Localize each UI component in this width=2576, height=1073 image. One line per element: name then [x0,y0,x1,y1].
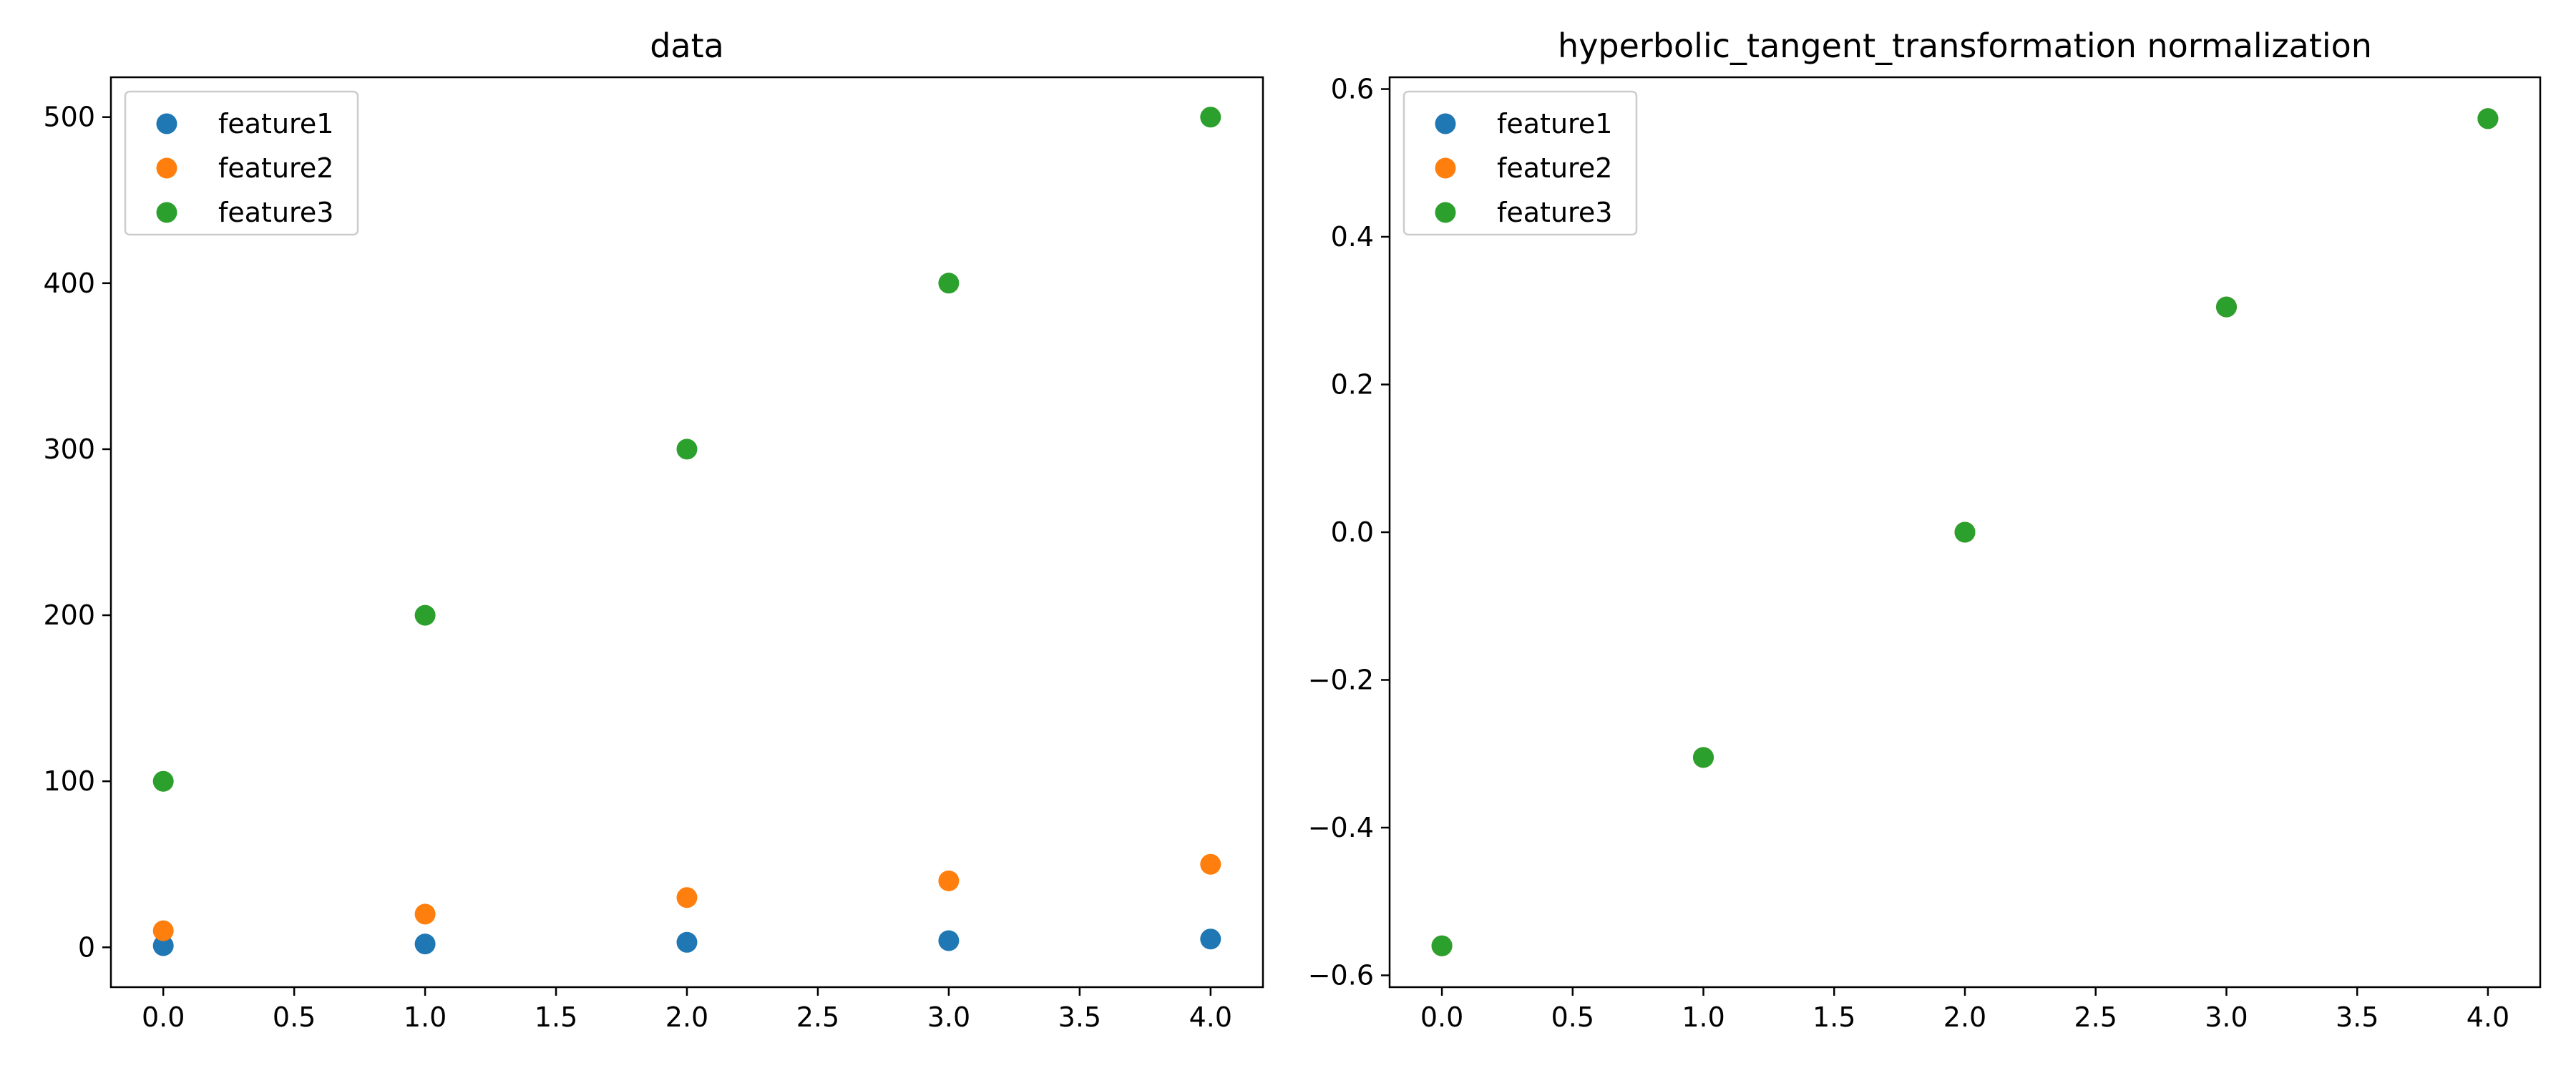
legend-label-feature2: feature2 [218,152,333,184]
x-tick-label: 1.5 [1813,1001,1855,1033]
legend-label-feature3: feature3 [218,197,333,228]
legend-label-feature2: feature2 [1497,152,1612,184]
legend-label-feature3: feature3 [1497,197,1612,228]
legend-marker-feature1 [1435,113,1456,134]
legend-label-feature1: feature1 [1497,108,1612,139]
legend-box [1402,90,1638,236]
x-tick-label: 4.0 [2467,1001,2509,1033]
y-tick-label: −0.6 [1308,959,1374,991]
data-point-feature3-4 [1200,107,1221,128]
x-tick-label: 0.5 [1551,1001,1594,1033]
legend-marker-feature2 [1435,157,1456,179]
x-tick-label: 0.5 [273,1001,316,1033]
x-tick-label: 1.0 [404,1001,447,1033]
x-tick-label: 1.5 [535,1001,577,1033]
x-tick-label: 2.5 [796,1001,839,1033]
right-chart: hyperbolic_tangent_transformation normal… [1308,26,2542,1033]
data-point-feature3-1 [1693,747,1714,768]
data-point-feature3-4 [2477,108,2499,129]
legend-marker-feature1 [156,113,177,134]
y-tick-label: 0.6 [1331,74,1374,105]
chart-title: data [650,26,724,65]
y-tick-label: −0.4 [1308,812,1374,843]
x-tick-label: 2.0 [1943,1001,1986,1033]
y-tick-label: 0.4 [1331,221,1374,253]
y-tick-label: 0.2 [1331,369,1374,401]
legend-box [124,90,359,236]
x-tick-label: 3.0 [2205,1001,2248,1033]
x-tick-label: 3.5 [2336,1001,2379,1033]
y-tick-label: 300 [43,433,95,465]
y-tick-label: 200 [43,599,95,631]
x-tick-label: 2.0 [665,1001,708,1033]
x-tick-label: 0.0 [1420,1001,1463,1033]
data-point-feature3-3 [2216,296,2237,318]
legend-marker-feature2 [156,157,177,179]
data-point-feature1-1 [414,934,436,955]
y-tick-label: 0 [78,931,95,963]
data-point-feature1-3 [938,930,960,951]
x-tick-label: 0.0 [142,1001,185,1033]
data-point-feature3-0 [1431,935,1453,956]
data-point-feature2-0 [152,920,174,941]
legend-label-feature1: feature1 [218,108,333,139]
data-point-feature3-3 [938,273,960,294]
data-point-feature1-2 [676,931,698,953]
legend-marker-feature3 [156,202,177,223]
y-tick-label: 500 [43,102,95,133]
data-point-feature3-0 [152,770,174,792]
data-point-feature2-3 [938,870,960,891]
y-tick-label: −0.2 [1308,664,1374,695]
x-tick-label: 3.0 [927,1001,970,1033]
x-tick-label: 4.0 [1189,1001,1232,1033]
y-tick-label: 100 [43,765,95,797]
data-point-feature2-2 [676,887,698,908]
data-point-feature2-4 [1200,853,1221,875]
data-point-feature3-2 [1954,521,1976,543]
data-point-feature2-1 [414,903,436,925]
legend: feature1 feature2 feature3 [1402,90,1638,236]
y-tick-label: 0.0 [1331,516,1374,548]
legend-marker-feature3 [1435,202,1456,223]
x-tick-label: 2.5 [2074,1001,2117,1033]
data-point-feature1-0 [152,935,174,956]
data-point-feature3-2 [676,438,698,460]
data-point-feature3-1 [414,604,436,626]
data-point-feature1-4 [1200,929,1221,950]
y-tick-label: 400 [43,268,95,299]
x-tick-label: 3.5 [1058,1001,1101,1033]
legend: feature1 feature2 feature3 [124,90,359,236]
x-tick-label: 1.0 [1682,1001,1724,1033]
left-chart: data 0.0 0.5 1.0 1.5 2.0 2.5 3.0 3.5 4.0 0 100 200 3… [43,26,1264,1033]
chart-title: hyperbolic_tangent_transformation normal… [1558,26,2372,65]
